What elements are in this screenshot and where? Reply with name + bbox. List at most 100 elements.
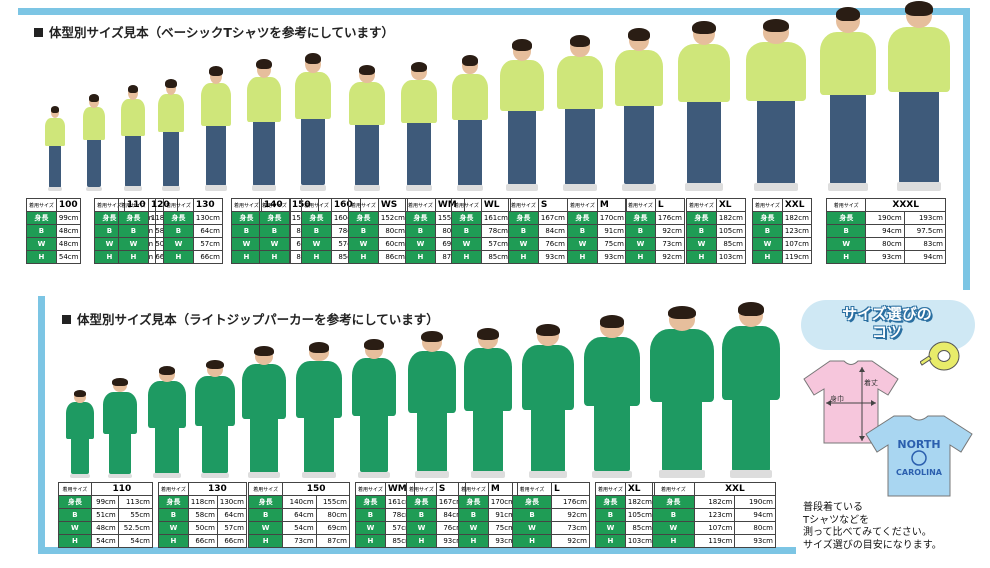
size-header-label: 着用サイズ xyxy=(259,198,290,212)
model-figure xyxy=(888,1,950,191)
measure-label: W xyxy=(567,237,598,251)
measure-label: H xyxy=(158,534,189,548)
measure-label: 身長 xyxy=(752,211,783,225)
measure-label: B xyxy=(686,224,717,238)
size-name: 130 xyxy=(192,198,223,212)
model-figure xyxy=(158,79,184,191)
measure-value: 57cm xyxy=(480,237,511,251)
model-figure xyxy=(195,360,235,478)
measure-label: W xyxy=(355,521,386,535)
measure-label: 身長 xyxy=(686,211,717,225)
measure-label: 身長 xyxy=(247,495,284,509)
measure-value: 64cm xyxy=(282,508,317,522)
measure-value: 123cm xyxy=(781,224,812,238)
measure-value: 93cm xyxy=(596,250,627,264)
measure-value: 93cm xyxy=(537,250,568,264)
model-figure xyxy=(615,28,663,191)
model-figure xyxy=(352,339,396,478)
measure-label: 身長 xyxy=(595,495,626,509)
measure-value: 66cm xyxy=(192,250,223,264)
size-tips-title: サイズ選びの コツ xyxy=(812,305,962,341)
model-figure xyxy=(201,66,231,191)
measure-label: B xyxy=(231,224,262,238)
model-figure xyxy=(295,53,331,191)
measure-value: 85cm xyxy=(624,521,655,535)
model-figure xyxy=(820,7,876,191)
measure-value: 93cm xyxy=(865,250,905,264)
size-table: 着用サイズ XXL 身長 182cm 190cm B 123cm 94cm W 107cm 80cm… xyxy=(652,482,777,548)
size-header-label: 着用サイズ xyxy=(301,198,332,212)
measure-value: 176cm xyxy=(654,211,685,225)
measure-label: 身長 xyxy=(451,211,482,225)
measure-label: W xyxy=(247,521,284,535)
measure-label: 身長 xyxy=(406,495,437,509)
measure-label: H xyxy=(752,250,783,264)
measure-label: W xyxy=(118,237,149,251)
measure-value: 182cm xyxy=(624,495,655,509)
size-table: 着用サイズ XXXL 身長 190cm 193cm B 94cm 97.5cm W 80cm 83c… xyxy=(825,198,947,264)
pink-tshirt-diagram: 着丈 身巾 xyxy=(803,360,899,444)
measure-label: B xyxy=(247,508,284,522)
size-table: 着用サイズ M 身長 170cm B 91cm W 75cm H 93cm xyxy=(567,198,627,264)
size-table: 着用サイズ M 身長 170cm B 91cm W 75cm H 93cm xyxy=(458,482,518,548)
size-name: L xyxy=(654,198,685,212)
measure-label: B xyxy=(163,224,194,238)
measure-value: 73cm xyxy=(654,237,685,251)
measure-label: B xyxy=(825,224,867,238)
measure-label: H xyxy=(595,534,626,548)
measure-value: 73cm xyxy=(551,521,590,535)
size-header-label: 着用サイズ xyxy=(58,482,92,496)
measure-label: 身長 xyxy=(301,211,332,225)
measure-label: B xyxy=(567,224,598,238)
measure-label: H xyxy=(26,250,57,264)
measure-value: 60cm xyxy=(377,237,408,251)
size-name: S xyxy=(537,198,568,212)
measure-label: W xyxy=(686,237,717,251)
size-name: 130 xyxy=(187,482,247,496)
size-table: 着用サイズ XL 身長 182cm B 105cm W 85cm H 103cm xyxy=(595,482,655,548)
measure-value: 92cm xyxy=(654,224,685,238)
measure-value: 92cm xyxy=(551,534,590,548)
measure-value: 84cm xyxy=(537,224,568,238)
model-figure xyxy=(45,106,65,191)
size-name: 100 xyxy=(55,198,82,212)
measure-label: H xyxy=(451,250,482,264)
size-header-label: 着用サイズ xyxy=(652,482,695,496)
measure-value: 130cm xyxy=(216,495,247,509)
model-figure xyxy=(296,342,342,478)
measure-label: B xyxy=(458,508,489,522)
measure-value: 193cm xyxy=(903,211,947,225)
measure-value: 80cm xyxy=(315,508,351,522)
measure-value: 182cm xyxy=(781,211,812,225)
measure-value: 103cm xyxy=(624,534,655,548)
measure-label: B xyxy=(158,508,189,522)
measure-value: 51cm xyxy=(90,508,119,522)
size-header-label: 着用サイズ xyxy=(118,198,149,212)
size-table: 着用サイズ 130 身長 118cm 130cm B 58cm 64cm W 50cm 57cm H 6… xyxy=(158,482,247,548)
tip-note-line: Tシャツなどを xyxy=(803,514,870,526)
measure-label: H xyxy=(825,250,867,264)
measure-label: B xyxy=(301,224,332,238)
measure-label: 身長 xyxy=(355,495,386,509)
measure-label: W xyxy=(595,521,626,535)
measure-label: 身長 xyxy=(26,211,57,225)
measure-label: B xyxy=(118,224,149,238)
measure-value: 54cm xyxy=(282,521,317,535)
measure-value: 105cm xyxy=(715,224,746,238)
measuring-tape-icon xyxy=(920,341,960,371)
measure-value: 152cm xyxy=(377,211,408,225)
measure-value: 64cm xyxy=(216,508,247,522)
measure-value: 48cm xyxy=(55,224,82,238)
measure-value: 86cm xyxy=(377,250,408,264)
size-name: M xyxy=(596,198,627,212)
model-figure xyxy=(247,59,281,191)
measure-label: H xyxy=(58,534,92,548)
model-figure xyxy=(401,62,437,191)
measure-label: W xyxy=(26,237,57,251)
measure-value: 80cm xyxy=(734,521,776,535)
measure-value: 107cm xyxy=(693,521,736,535)
tip-note-line: 普段着ている xyxy=(803,502,863,513)
measure-label: W xyxy=(163,237,194,251)
measure-label: W xyxy=(301,237,332,251)
measure-label: B xyxy=(58,508,92,522)
